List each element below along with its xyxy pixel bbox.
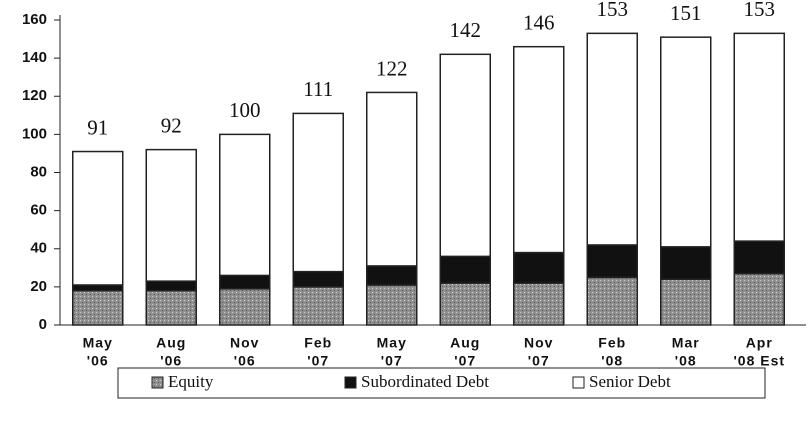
y-tick-label: 20 (30, 278, 47, 295)
x-tick-label: Aug (156, 335, 186, 351)
bar-segment (219, 288, 271, 326)
bar-segment (733, 32, 785, 242)
x-tick-label: '06 (160, 353, 182, 369)
total-label: 92 (161, 113, 182, 137)
total-label: 153 (744, 0, 776, 21)
y-tick-label: 160 (22, 11, 47, 28)
bar-segment (733, 240, 785, 275)
legend-label: Subordinated Debt (361, 372, 489, 391)
bar-segment (145, 148, 197, 282)
x-tick-label: '08 (601, 353, 623, 369)
bar-segment (366, 265, 418, 286)
x-tick-label: Mar (672, 335, 700, 351)
bar-segment (366, 91, 418, 267)
bar-segment (660, 36, 712, 248)
bar-segment (292, 112, 344, 273)
total-label: 100 (229, 98, 261, 122)
y-tick-label: 60 (30, 202, 47, 219)
y-tick-label: 40 (30, 240, 47, 257)
bar-segment (586, 244, 638, 279)
bar-segment (439, 282, 491, 326)
total-label: 142 (450, 18, 482, 42)
bar-segment (660, 278, 712, 326)
x-tick-label: Nov (230, 335, 259, 351)
bar-segment (513, 251, 565, 284)
bar-segment (439, 53, 491, 258)
x-tick-label: May (377, 335, 407, 351)
y-tick-label: 120 (22, 87, 47, 104)
total-label: 153 (597, 0, 629, 21)
total-label: 91 (87, 115, 108, 139)
total-label: 111 (303, 77, 333, 101)
bar-segment (586, 276, 638, 326)
x-tick-label: Nov (524, 335, 553, 351)
bar-segment (72, 284, 124, 292)
x-tick-label: '06 (87, 353, 109, 369)
legend-swatch (572, 376, 585, 389)
bar-segment (219, 274, 271, 290)
bar-segment (733, 272, 785, 326)
x-tick-label: '07 (307, 353, 329, 369)
x-tick-label: Aug (450, 335, 480, 351)
x-tick-label: '06 (234, 353, 256, 369)
x-tick-label: '08 (675, 353, 697, 369)
y-tick-label: 0 (39, 316, 47, 333)
bar-segment (586, 32, 638, 246)
bar-segment (366, 284, 418, 326)
legend-label: Equity (168, 372, 214, 391)
bar-segment (145, 280, 197, 292)
legend-swatch (344, 376, 357, 389)
bar-segment (219, 133, 271, 277)
bar-segment (72, 150, 124, 286)
bar-segment (145, 289, 197, 326)
legend-swatch (151, 376, 164, 389)
x-tick-label: Feb (304, 335, 332, 351)
bar-segment (513, 45, 565, 254)
bar-segment (292, 286, 344, 326)
bar-segment (513, 282, 565, 326)
bar-segment (660, 246, 712, 280)
y-tick-label: 80 (30, 163, 47, 180)
bar-segment (439, 255, 491, 284)
legend-box (117, 367, 766, 399)
x-tick-label: '07 (528, 353, 550, 369)
total-label: 151 (670, 1, 702, 25)
x-tick-label: Apr (746, 335, 773, 351)
total-label: 146 (523, 11, 555, 35)
x-tick-label: May (83, 335, 113, 351)
x-tick-label: '07 (454, 353, 476, 369)
x-tick-label: '07 (381, 353, 403, 369)
legend-label: Senior Debt (589, 372, 671, 391)
y-tick-label: 100 (22, 125, 47, 142)
bar-segment (72, 289, 124, 326)
x-tick-label: '08 Est (733, 353, 785, 369)
x-tick-label: Feb (598, 335, 626, 351)
total-label: 122 (376, 56, 408, 80)
bar-segment (292, 270, 344, 288)
y-tick-label: 140 (22, 49, 47, 66)
